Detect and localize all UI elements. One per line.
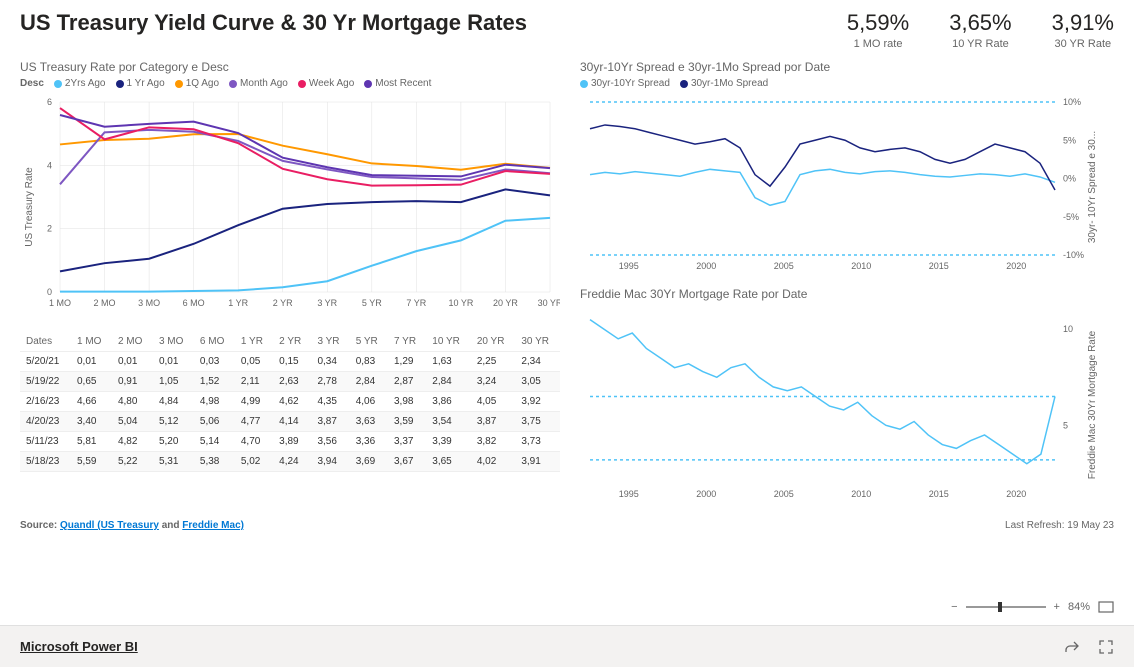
kpi-card: 3,91% 30 YR Rate [1052, 10, 1114, 50]
svg-text:1995: 1995 [619, 261, 639, 271]
legend-item[interactable]: Week Ago [298, 78, 354, 89]
svg-text:6: 6 [47, 97, 52, 107]
kpi-value: 3,65% [949, 10, 1011, 36]
table-header: 3 MO [153, 332, 194, 352]
table-header: 30 YR [515, 332, 560, 352]
zoom-control[interactable]: − + 84% [951, 599, 1114, 615]
svg-text:Freddie Mac 30Yr Mortgage Rate: Freddie Mac 30Yr Mortgage Rate [1087, 330, 1098, 479]
table-header: 2 YR [273, 332, 311, 352]
svg-text:2015: 2015 [929, 489, 949, 499]
fit-page-icon[interactable] [1098, 599, 1114, 615]
kpi-label: 10 YR Rate [949, 38, 1011, 50]
svg-text:2015: 2015 [929, 261, 949, 271]
svg-text:2 MO: 2 MO [94, 298, 116, 308]
legend-item[interactable]: 1 Yr Ago [116, 78, 165, 89]
svg-text:2010: 2010 [851, 261, 871, 271]
share-icon[interactable] [1064, 639, 1080, 655]
svg-text:30 YR: 30 YR [538, 298, 560, 308]
fullscreen-icon[interactable] [1098, 639, 1114, 655]
svg-text:2010: 2010 [851, 489, 871, 499]
rates-table: Dates1 MO2 MO3 MO6 MO1 YR2 YR3 YR5 YR7 Y… [20, 332, 560, 472]
svg-text:0: 0 [47, 287, 52, 297]
table-header: 5 YR [350, 332, 388, 352]
legend-item[interactable]: 30yr-1Mo Spread [680, 78, 768, 89]
spread-legend: 30yr-10Yr Spread 30yr-1Mo Spread [580, 78, 1114, 89]
table-header: 1 YR [235, 332, 273, 352]
svg-text:2005: 2005 [774, 261, 794, 271]
svg-text:10: 10 [1063, 324, 1073, 334]
kpi-card: 3,65% 10 YR Rate [949, 10, 1011, 50]
legend-item[interactable]: 1Q Ago [175, 78, 219, 89]
svg-text:10 YR: 10 YR [448, 298, 473, 308]
table-row: 2/16/234,664,804,844,984,994,624,354,063… [20, 392, 560, 412]
svg-text:0%: 0% [1063, 174, 1076, 184]
svg-text:7 YR: 7 YR [406, 298, 426, 308]
svg-text:5%: 5% [1063, 135, 1076, 145]
table-row: 5/20/210,010,010,010,030,050,150,340,831… [20, 352, 560, 372]
svg-text:2020: 2020 [1006, 489, 1026, 499]
svg-text:2005: 2005 [774, 489, 794, 499]
brand-link[interactable]: Microsoft Power BI [20, 639, 138, 654]
table-header: 6 MO [194, 332, 235, 352]
svg-text:-10%: -10% [1063, 250, 1084, 260]
svg-text:30yr- 10Yr Spread e 30...: 30yr- 10Yr Spread e 30... [1087, 131, 1098, 243]
page-title: US Treasury Yield Curve & 30 Yr Mortgage… [20, 10, 527, 36]
table-header: Dates [20, 332, 71, 352]
zoom-percent: 84% [1068, 601, 1090, 613]
table-row: 5/11/235,814,825,205,144,703,893,563,363… [20, 432, 560, 452]
yield-chart-title: US Treasury Rate por Category e Desc [20, 60, 560, 74]
svg-text:2 YR: 2 YR [273, 298, 293, 308]
svg-text:2: 2 [47, 224, 52, 234]
svg-text:4: 4 [47, 160, 52, 170]
kpi-label: 1 MO rate [847, 38, 909, 50]
svg-text:2020: 2020 [1006, 261, 1026, 271]
legend-item[interactable]: Most Recent [364, 78, 431, 89]
table-header: 20 YR [471, 332, 516, 352]
svg-text:-5%: -5% [1063, 212, 1079, 222]
zoom-minus[interactable]: − [951, 601, 957, 613]
zoom-plus[interactable]: + [1054, 601, 1060, 613]
kpi-card: 5,59% 1 MO rate [847, 10, 909, 50]
yield-curve-chart[interactable]: 0 2 4 6 1 MO 2 MO 3 MO 6 MO 1 YR 2 YR 3 YR 5 YR 7 YR… [20, 97, 560, 317]
legend-item[interactable]: Month Ago [229, 78, 288, 89]
spread-chart-title: 30yr-10Yr Spread e 30yr-1Mo Spread por D… [580, 60, 1114, 74]
legend-item[interactable]: 2Yrs Ago [54, 78, 106, 89]
svg-text:20 YR: 20 YR [493, 298, 518, 308]
table-header: 3 YR [311, 332, 349, 352]
svg-text:3 MO: 3 MO [138, 298, 160, 308]
table-row: 4/20/233,405,045,125,064,774,143,873,633… [20, 412, 560, 432]
kpi-row: 5,59% 1 MO rate 3,65% 10 YR Rate 3,91% 30 YR … [847, 10, 1114, 50]
svg-text:1 MO: 1 MO [49, 298, 71, 308]
kpi-value: 5,59% [847, 10, 909, 36]
table-header: 7 YR [388, 332, 426, 352]
svg-text:2000: 2000 [696, 489, 716, 499]
svg-text:1995: 1995 [619, 489, 639, 499]
svg-text:5 YR: 5 YR [362, 298, 382, 308]
spread-chart[interactable]: -10% -5% 0% 5% 10% 1995 2000 2005 2010 2015 2020 30… [580, 97, 1100, 277]
svg-text:5: 5 [1063, 420, 1068, 430]
source-link-freddie[interactable]: Freddie Mac) [182, 520, 244, 531]
svg-text:2000: 2000 [696, 261, 716, 271]
table-header: 2 MO [112, 332, 153, 352]
svg-text:1 YR: 1 YR [228, 298, 248, 308]
zoom-slider[interactable] [966, 606, 1046, 608]
legend-item[interactable]: 30yr-10Yr Spread [580, 78, 670, 89]
last-refresh: Last Refresh: 19 May 23 [1005, 520, 1114, 531]
yield-legend: Desc2Yrs Ago1 Yr Ago1Q AgoMonth AgoWeek … [20, 78, 560, 89]
mortgage-chart[interactable]: 5 10 1995 2000 2005 2010 2015 2020 Freddie Mac 3… [580, 305, 1100, 505]
kpi-value: 3,91% [1052, 10, 1114, 36]
kpi-label: 30 YR Rate [1052, 38, 1114, 50]
table-header: 10 YR [426, 332, 471, 352]
table-header: 1 MO [71, 332, 112, 352]
svg-text:US Treasury Rate: US Treasury Rate [24, 167, 35, 247]
table-row: 5/18/235,595,225,315,385,024,243,943,693… [20, 452, 560, 472]
svg-text:6 MO: 6 MO [183, 298, 205, 308]
svg-text:3 YR: 3 YR [317, 298, 337, 308]
table-row: 5/19/220,650,911,051,522,112,632,782,842… [20, 372, 560, 392]
svg-text:10%: 10% [1063, 97, 1081, 107]
source-text: Source: Quandl (US Treasury and Freddie … [20, 520, 244, 531]
source-link-quandl[interactable]: Quandl (US Treasury [60, 520, 159, 531]
mortgage-chart-title: Freddie Mac 30Yr Mortgage Rate por Date [580, 287, 1114, 301]
